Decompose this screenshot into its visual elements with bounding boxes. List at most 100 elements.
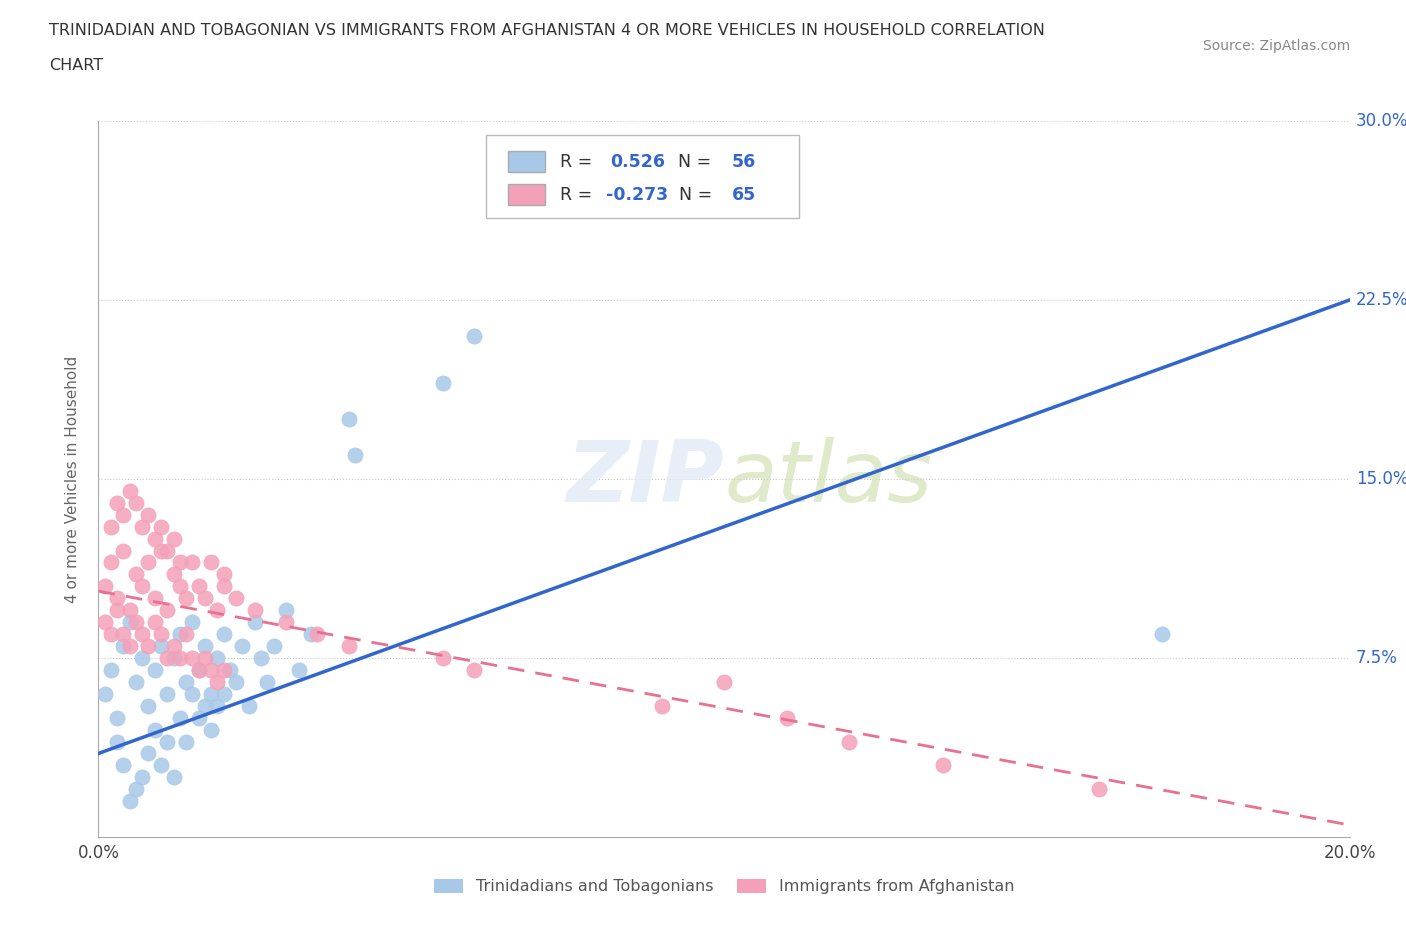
Point	[125, 615, 148, 630]
Point	[112, 543, 135, 558]
Point	[138, 555, 160, 570]
Point	[100, 662, 122, 677]
Point	[138, 746, 160, 761]
Point	[181, 686, 204, 701]
Point	[212, 578, 235, 594]
Point	[287, 662, 309, 677]
Point	[125, 782, 148, 797]
Point	[105, 591, 128, 605]
Point	[932, 758, 955, 773]
Point	[138, 698, 160, 713]
Point	[93, 615, 115, 630]
Point	[118, 603, 141, 618]
Point	[174, 591, 197, 605]
Point	[131, 519, 153, 534]
Point	[337, 639, 360, 654]
Point	[231, 639, 253, 654]
Point	[207, 651, 229, 666]
Point	[131, 578, 153, 594]
Y-axis label: 4 or more Vehicles in Household: 4 or more Vehicles in Household	[65, 355, 80, 603]
Point	[225, 674, 247, 689]
Point	[238, 698, 260, 713]
Point	[156, 651, 179, 666]
Point	[838, 734, 860, 749]
Point	[143, 591, 166, 605]
Point	[194, 591, 217, 605]
Point	[174, 734, 197, 749]
Point	[181, 615, 204, 630]
Point	[200, 555, 222, 570]
Point	[118, 484, 141, 498]
Point	[343, 447, 366, 462]
Point	[713, 674, 735, 689]
Point	[125, 496, 148, 511]
Point	[218, 662, 240, 677]
Point	[463, 662, 485, 677]
Point	[307, 627, 329, 642]
Point	[162, 531, 184, 546]
Point	[143, 722, 166, 737]
Point	[118, 794, 141, 809]
Point	[682, 138, 704, 153]
FancyBboxPatch shape	[508, 184, 546, 206]
Point	[93, 686, 115, 701]
Point	[432, 651, 454, 666]
Text: CHART: CHART	[49, 58, 103, 73]
Point	[776, 711, 799, 725]
Point	[169, 651, 191, 666]
Text: R =: R =	[560, 186, 598, 204]
Point	[174, 627, 197, 642]
Point	[143, 531, 166, 546]
Point	[187, 578, 209, 594]
Text: 0.526: 0.526	[610, 153, 665, 171]
Point	[150, 519, 173, 534]
Point	[156, 686, 179, 701]
Text: 30.0%: 30.0%	[1355, 112, 1406, 130]
Point	[143, 615, 166, 630]
Point	[243, 603, 266, 618]
Point	[162, 651, 184, 666]
Point	[105, 711, 128, 725]
Point	[200, 722, 222, 737]
Point	[118, 615, 141, 630]
Point	[112, 627, 135, 642]
Point	[125, 567, 148, 582]
Point	[187, 662, 209, 677]
Point	[256, 674, 278, 689]
Point	[212, 686, 235, 701]
Text: 7.5%: 7.5%	[1355, 649, 1398, 667]
Text: Source: ZipAtlas.com: Source: ZipAtlas.com	[1202, 39, 1350, 53]
Point	[156, 543, 179, 558]
Point	[169, 555, 191, 570]
Point	[212, 567, 235, 582]
Point	[194, 651, 217, 666]
Point	[125, 674, 148, 689]
Text: 22.5%: 22.5%	[1355, 291, 1406, 309]
Point	[207, 674, 229, 689]
Text: atlas: atlas	[724, 437, 932, 521]
Point	[100, 519, 122, 534]
Text: 56: 56	[731, 153, 756, 171]
Point	[105, 603, 128, 618]
Point	[263, 639, 285, 654]
Point	[200, 686, 222, 701]
Point	[207, 603, 229, 618]
Point	[181, 651, 204, 666]
FancyBboxPatch shape	[508, 151, 546, 172]
Point	[131, 651, 153, 666]
Point	[250, 651, 273, 666]
Point	[194, 639, 217, 654]
Point	[162, 567, 184, 582]
Point	[150, 639, 173, 654]
Point	[207, 698, 229, 713]
Point	[131, 770, 153, 785]
Point	[93, 578, 115, 594]
Point	[200, 662, 222, 677]
Point	[150, 758, 173, 773]
Text: N =: N =	[679, 186, 718, 204]
Point	[650, 173, 672, 188]
Point	[432, 376, 454, 391]
Text: TRINIDADIAN AND TOBAGONIAN VS IMMIGRANTS FROM AFGHANISTAN 4 OR MORE VEHICLES IN : TRINIDADIAN AND TOBAGONIAN VS IMMIGRANTS…	[49, 23, 1045, 38]
Point	[131, 627, 153, 642]
Point	[112, 508, 135, 523]
